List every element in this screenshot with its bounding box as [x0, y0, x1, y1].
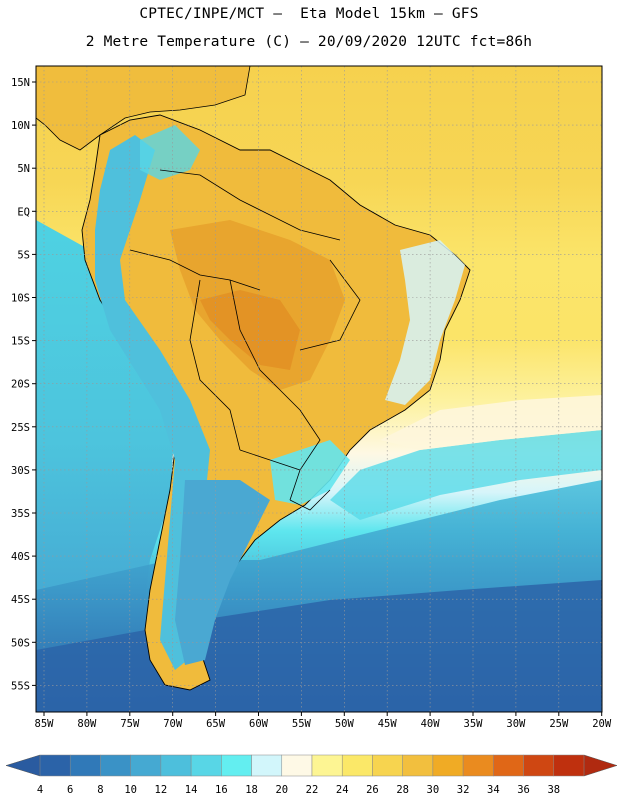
lon-label: 25W — [549, 718, 569, 730]
colorbar-swatch — [523, 754, 555, 777]
colorbar-high-arrow — [583, 754, 618, 777]
andes-strip — [95, 135, 210, 670]
latitude-labels: 15N 10N 5N EQ 5S 10S 15S 20S 25S 30S 35S 40S 45S 50S 5… — [11, 77, 30, 692]
lon-label: 35W — [464, 718, 484, 730]
map-frame — [35, 65, 603, 713]
colorbar-label: 36 — [517, 784, 530, 796]
title-line-2: 2 Metre Temperature (C) – 20/09/2020 12U… — [85, 34, 533, 50]
lat-label: 5N — [17, 163, 30, 175]
lat-label: EQ — [17, 206, 30, 218]
colorbar-swatch — [130, 754, 162, 777]
colorbar-label: 24 — [336, 784, 349, 796]
colorbar-swatch — [402, 754, 434, 777]
colorbar-label: 14 — [185, 784, 198, 796]
colorbar-label: 26 — [366, 784, 379, 796]
title-line-1: CPTEC/INPE/MCT – Eta Model 15km – GFS — [139, 6, 479, 22]
colorbar-swatch — [462, 754, 494, 777]
atlantic-cyan-tongue — [330, 430, 602, 520]
lat-label: 35S — [11, 508, 30, 520]
colorbar-swatch — [281, 754, 313, 777]
atlantic-pale-band — [380, 395, 602, 450]
colorbar-label: 22 — [306, 784, 319, 796]
colorbar-label: 18 — [245, 784, 258, 796]
lat-label: 10N — [11, 120, 30, 132]
colorbar-label: 20 — [275, 784, 288, 796]
colorbar-label: 38 — [547, 784, 560, 796]
colorbar-label: 16 — [215, 784, 228, 796]
colorbar-swatch — [221, 754, 252, 777]
lon-label: 50W — [335, 718, 355, 730]
colorbar-low-arrow — [5, 754, 41, 777]
colorbar-label: 10 — [124, 784, 137, 796]
colorbar-swatch — [493, 754, 524, 777]
lat-label: 25S — [11, 422, 30, 434]
lon-label: 40W — [421, 718, 441, 730]
lon-label: 55W — [292, 718, 312, 730]
lon-label: 80W — [77, 718, 97, 730]
colorbar-swatch — [311, 754, 343, 777]
colorbar-label: 30 — [427, 784, 440, 796]
colorbar-swatch — [69, 754, 101, 777]
lat-label: 50S — [11, 637, 30, 649]
north-andes-cyan — [140, 125, 200, 180]
colorbar-label: 32 — [457, 784, 470, 796]
colorbar-swatch — [372, 754, 403, 777]
lat-label: 45S — [11, 594, 30, 606]
colorbar: 4 6 8 10 12 14 16 18 20 22 24 26 28 30 32 34 36 38 — [5, 754, 618, 796]
colorbar-label: 34 — [487, 784, 500, 796]
colorbar-label: 4 — [37, 784, 43, 796]
map-area — [36, 66, 602, 712]
lon-label: 65W — [206, 718, 226, 730]
lat-label: 20S — [11, 379, 30, 391]
colorbar-swatch — [341, 754, 373, 777]
colorbar-swatch — [251, 754, 283, 777]
longitude-labels: 85W 80W 75W 70W 65W 60W 55W 50W 45W 40W 35W 30W 25W 2… — [35, 718, 612, 730]
colorbar-swatch — [100, 754, 131, 777]
lat-label: 5S — [17, 249, 30, 261]
east-coast-cool — [385, 240, 465, 405]
colorbar-label: 6 — [67, 784, 73, 796]
colorbar-swatch — [432, 754, 464, 777]
south-brazil-cool — [270, 440, 350, 505]
lat-label: 10S — [11, 293, 30, 305]
lon-label: 60W — [249, 718, 269, 730]
lat-label: 30S — [11, 465, 30, 477]
country-borders — [129, 169, 361, 511]
lon-label: 75W — [120, 718, 140, 730]
hot-interior-core — [200, 290, 300, 370]
lon-label: 45W — [378, 718, 398, 730]
colorbar-swatch — [160, 754, 192, 777]
colorbar-swatch — [39, 754, 71, 777]
patagonia — [175, 480, 270, 665]
lon-label: 85W — [35, 718, 55, 730]
colorbar-swatch — [190, 754, 222, 777]
colorbar-label: 28 — [396, 784, 409, 796]
lon-label: 30W — [506, 718, 526, 730]
lat-label: 40S — [11, 551, 30, 563]
lat-label: 15N — [11, 77, 30, 89]
colorbar-swatch — [553, 754, 585, 777]
lat-label: 55S — [11, 680, 30, 692]
colorbar-label: 12 — [155, 784, 168, 796]
lon-label: 20W — [592, 718, 612, 730]
tick-marks — [32, 81, 603, 716]
lat-label: 15S — [11, 336, 30, 348]
lon-label: 70W — [163, 718, 183, 730]
colorbar-label: 8 — [97, 784, 103, 796]
